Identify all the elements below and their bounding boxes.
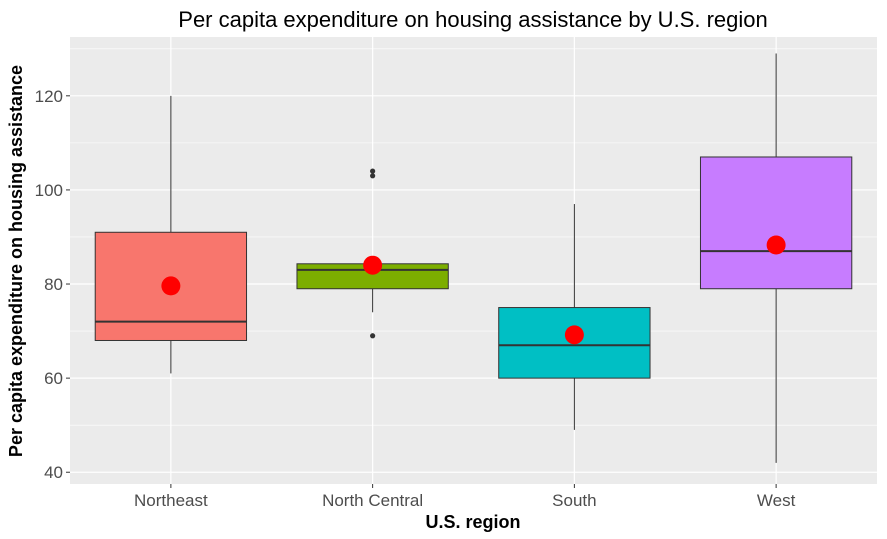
x-tick-label: South bbox=[552, 491, 596, 510]
y-tick-label: 120 bbox=[35, 87, 63, 106]
mean-point bbox=[161, 276, 181, 296]
y-tick-label: 60 bbox=[44, 369, 63, 388]
box-north-central bbox=[296, 168, 449, 339]
outlier-point bbox=[370, 333, 376, 339]
box-west bbox=[699, 53, 853, 463]
mean-point bbox=[564, 325, 584, 345]
y-tick-label: 40 bbox=[44, 463, 63, 482]
y-tick-label: 80 bbox=[44, 275, 63, 294]
x-tick-label: Northeast bbox=[134, 491, 208, 510]
chart-title: Per capita expenditure on housing assist… bbox=[178, 7, 767, 32]
outlier-point bbox=[370, 173, 376, 179]
y-axis-title: Per capita expenditure on housing assist… bbox=[6, 65, 26, 457]
box-south bbox=[498, 204, 651, 430]
y-tick-label: 100 bbox=[35, 181, 63, 200]
x-tick-label: North Central bbox=[322, 491, 423, 510]
x-tick-label: West bbox=[757, 491, 796, 510]
mean-point bbox=[363, 255, 383, 275]
outlier-point bbox=[370, 168, 376, 174]
box-series bbox=[94, 53, 853, 463]
x-axis-title: U.S. region bbox=[425, 512, 520, 532]
mean-point bbox=[766, 235, 786, 255]
box-northeast bbox=[94, 95, 248, 374]
y-axis-ticks: 40 60 80 100 120 bbox=[35, 87, 70, 482]
x-axis-ticks: Northeast North Central South West bbox=[134, 484, 796, 510]
box-body bbox=[699, 156, 853, 290]
